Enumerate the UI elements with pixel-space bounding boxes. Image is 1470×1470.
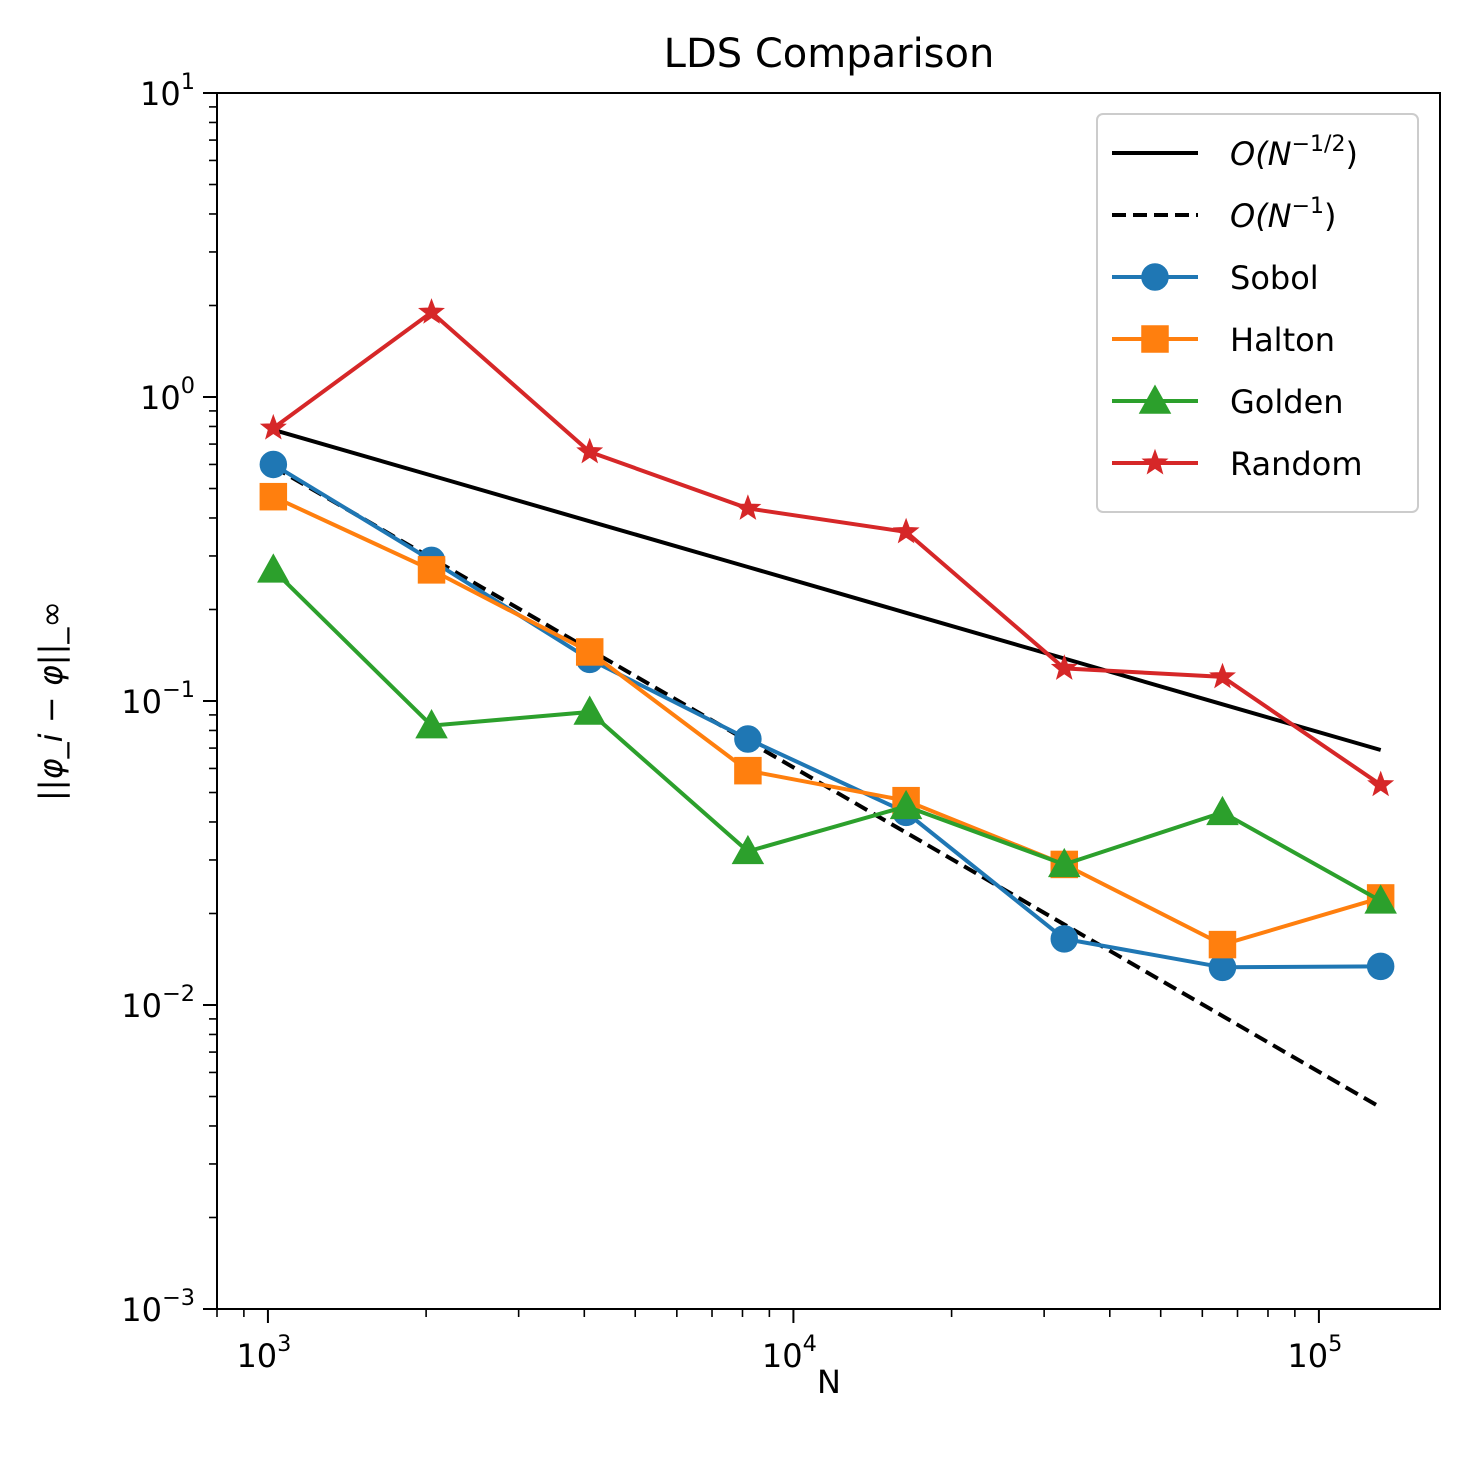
series-line <box>272 494 1382 947</box>
data-point <box>415 709 448 739</box>
y-axis-label: ||φ_i − φ||_∞ <box>32 601 70 801</box>
y-tick-label-base: 10 <box>121 1291 162 1329</box>
data-point <box>576 437 604 464</box>
data-point <box>417 556 446 584</box>
legend-item: O(N−1/2) <box>1112 132 1358 173</box>
data-point <box>889 789 923 820</box>
data-point <box>259 413 287 440</box>
y-tick-label-exp: −2 <box>162 981 195 1007</box>
series-layer <box>257 298 1397 1110</box>
legend-label: Random <box>1230 445 1362 483</box>
y-tick-label: 10−1 <box>121 677 195 721</box>
legend-label: Halton <box>1230 321 1335 359</box>
data-point <box>1048 847 1081 878</box>
chart-title: LDS Comparison <box>664 31 995 77</box>
x-tick-label-exp: 3 <box>277 1331 291 1357</box>
data-point <box>892 517 920 544</box>
y-tick-label-exp: 0 <box>181 373 195 399</box>
legend-label: Golden <box>1230 383 1344 421</box>
legend-item: Halton <box>1112 321 1335 359</box>
data-point <box>575 638 604 666</box>
y-tick-label-exp: −1 <box>162 677 195 703</box>
x-tick-label-base: 10 <box>1287 1337 1328 1375</box>
legend-label-sup: −1/2 <box>1292 132 1346 157</box>
y-tick-label-exp: 1 <box>181 69 195 95</box>
x-tick-label-base: 10 <box>236 1337 277 1375</box>
y-tick-label-base: 10 <box>140 379 181 417</box>
x-tick-label-exp: 5 <box>1328 1331 1342 1357</box>
data-point <box>731 834 765 865</box>
y-tick-label-base: 10 <box>121 987 162 1025</box>
data-point <box>1364 884 1397 914</box>
series-line <box>272 462 1381 970</box>
data-point <box>259 450 288 479</box>
y-tick-label-base: 10 <box>140 75 181 113</box>
series-o-n-0 <box>272 427 1382 752</box>
data-point <box>1366 952 1395 981</box>
series-line <box>272 309 1382 787</box>
legend-label-main: O(N <box>1230 135 1292 173</box>
data-point <box>1206 795 1239 826</box>
legend-label-main: O(N <box>1230 197 1292 235</box>
data-point <box>418 298 445 324</box>
y-tick-label-base: 10 <box>121 683 162 721</box>
data-point <box>1367 770 1395 797</box>
legend-swatch-marker <box>1141 263 1169 291</box>
legend-label-sup: −1 <box>1292 194 1324 219</box>
legend-label-end: ) <box>1345 135 1357 173</box>
legend-item: Sobol <box>1112 259 1319 297</box>
legend-label-end: ) <box>1324 197 1336 235</box>
legend-label: Sobol <box>1230 259 1319 297</box>
series-golden-4 <box>257 553 1397 914</box>
data-point <box>734 756 762 785</box>
x-tick-label-base: 10 <box>762 1337 803 1375</box>
data-point <box>1050 925 1079 953</box>
y-tick-label: 10−3 <box>121 1285 195 1329</box>
data-point <box>734 725 762 753</box>
x-tick-label: 104 <box>762 1331 817 1375</box>
x-axis-label: N <box>817 1363 841 1401</box>
legend-label: O(N−1) <box>1230 194 1337 235</box>
data-point <box>259 482 288 511</box>
legend-label: O(N−1/2) <box>1230 132 1358 173</box>
legend-item: Random <box>1112 445 1362 483</box>
x-tick-label-exp: 4 <box>803 1331 817 1357</box>
y-tick-label: 100 <box>140 373 195 417</box>
legend-swatch-marker <box>1141 325 1169 353</box>
data-point <box>257 553 290 583</box>
legend-swatch-marker <box>1141 448 1169 475</box>
x-axis: 103 104 105 <box>216 1309 1342 1375</box>
x-tick-label: 103 <box>236 1331 291 1375</box>
data-point <box>1208 930 1237 959</box>
series-line <box>272 427 1382 752</box>
y-tick-label-exp: −3 <box>162 1285 195 1311</box>
series-line <box>271 568 1382 903</box>
legend-swatch-marker <box>1138 384 1172 414</box>
data-point <box>1050 654 1078 680</box>
y-tick-label: 101 <box>140 69 195 113</box>
plot-area <box>216 92 1441 1310</box>
y-tick-label: 10−2 <box>121 981 195 1025</box>
series-random-5 <box>259 298 1395 797</box>
data-point <box>573 695 606 725</box>
legend-item: Golden <box>1112 383 1344 421</box>
x-tick-label: 105 <box>1287 1331 1342 1375</box>
data-point <box>1209 662 1236 689</box>
data-point <box>734 494 762 520</box>
legend-item: O(N−1) <box>1112 194 1337 235</box>
